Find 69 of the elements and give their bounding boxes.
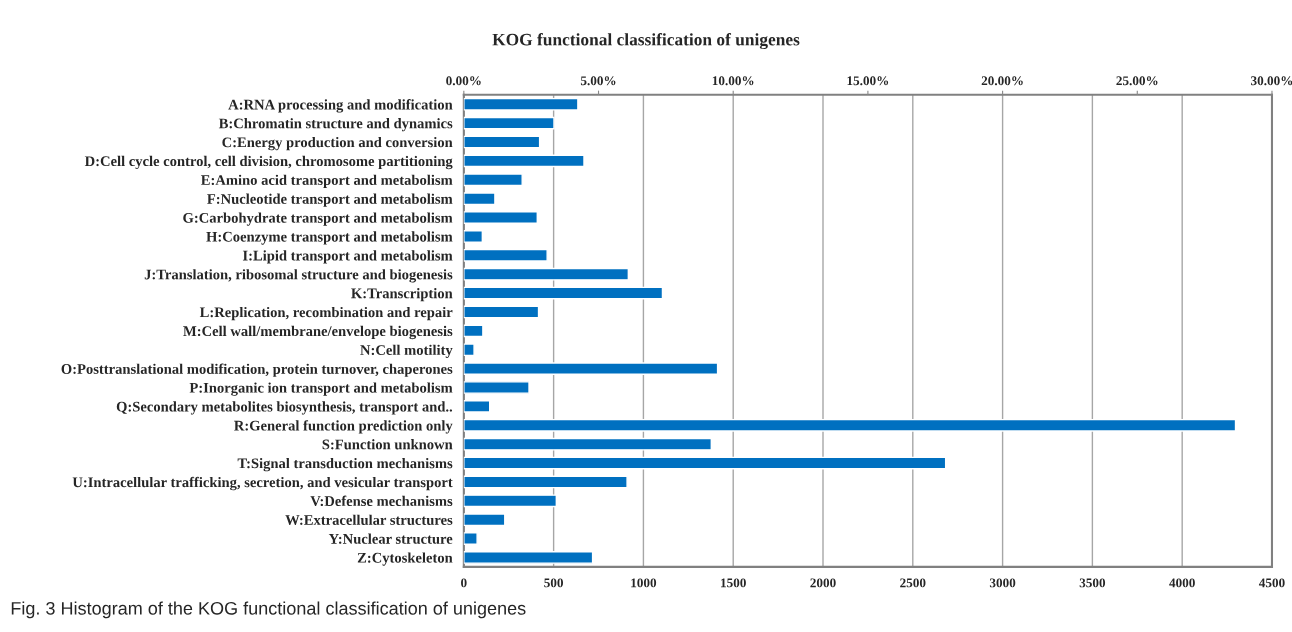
bar — [463, 267, 630, 281]
x2-tick-label: 25.00% — [1116, 76, 1158, 86]
y-tick-label: N:Cell motility — [360, 344, 453, 358]
y-tick-label: J:Translation, ribosomal structure and biogenesis — [144, 269, 453, 283]
bar — [463, 362, 719, 375]
x-tick-label: 4000 — [1169, 578, 1195, 588]
bar — [463, 248, 548, 262]
y-tick-label: Q:Secondary metabolites biosynthesis, transport and.. — [116, 401, 453, 415]
y-tick-label: E:Amino acid transport and metabolism — [200, 174, 453, 188]
bar — [463, 211, 538, 224]
y-tick-label: F:Nucleotide transport and metabolism — [207, 193, 453, 207]
y-tick-label: Z:Cytoskeleton — [357, 552, 453, 566]
y-tick-label: K:Transcription — [351, 288, 453, 302]
y-tick-label: V:Defense mechanisms — [310, 495, 453, 507]
y-tick-label: H:Coenzyme transport and metabolism — [206, 231, 453, 245]
chart-title: KOG functional classification of unigenes — [492, 33, 800, 50]
y-tick-label: T:Signal transduction mechanisms — [237, 457, 453, 472]
y-tick-label: D:Cell cycle control, cell division, chromosome partitioning — [84, 155, 453, 170]
bar — [463, 154, 585, 168]
bar — [463, 532, 478, 545]
y-tick-label: L:Replication, recombination and repair — [199, 306, 453, 321]
bar — [463, 173, 523, 187]
x2-tick-label: 10.00% — [712, 76, 754, 86]
y-tick-label: C:Energy production and conversion — [222, 136, 453, 151]
bar — [463, 305, 540, 319]
x2-tick-label: 0.00% — [446, 76, 481, 86]
x2-tick-label: 15.00% — [847, 76, 889, 86]
y-tick-label: W:Extracellular structures — [285, 514, 453, 525]
y-tick-label: Y:Nuclear structure — [328, 533, 453, 544]
y-tick-label: G:Carbohydrate transport and metabolism — [183, 212, 453, 226]
x-tick-label: 500 — [544, 578, 564, 588]
y-tick-label: R:General function prediction only — [234, 420, 453, 434]
bar — [463, 286, 664, 300]
bar — [463, 494, 558, 508]
caption: Fig. 3 Histogram of the KOG functional classification of unigenes — [11, 601, 526, 619]
bar — [463, 230, 484, 243]
y-tick-label: O:Posttranslational modification, protein turnover, chaperones — [61, 363, 453, 377]
x-tick-label: 1500 — [721, 578, 746, 588]
x2-tick-label: 20.00% — [981, 76, 1023, 86]
x2-tick-label: 30.00% — [1251, 76, 1292, 86]
bar — [463, 381, 530, 394]
y-tick-label: I:Lipid transport and metabolism — [242, 250, 453, 264]
bar — [463, 192, 496, 206]
bar — [463, 475, 628, 489]
bar — [463, 513, 506, 527]
bar — [463, 418, 1237, 432]
bar — [463, 97, 579, 111]
bar — [463, 343, 475, 357]
bar — [463, 324, 484, 338]
x-tick-label: 3500 — [1079, 578, 1106, 588]
x-tick-label: 1000 — [631, 578, 657, 588]
x-tick-label: 2500 — [900, 578, 926, 588]
y-tick-label: S:Function unknown — [322, 439, 453, 450]
x-tick-label: 3000 — [989, 578, 1016, 588]
bar — [463, 400, 491, 413]
bar — [463, 437, 712, 451]
y-tick-label: A:RNA processing and modification — [228, 99, 453, 113]
bar — [463, 135, 541, 149]
y-tick-label: P:Inorganic ion transport and metabolism — [189, 382, 453, 396]
bar — [463, 456, 947, 470]
x-tick-label: 4500 — [1258, 578, 1285, 588]
bar — [463, 551, 594, 564]
y-tick-label: B:Chromatin structure and dynamics — [218, 118, 453, 132]
y-tick-label: M:Cell wall/membrane/envelope biogenesis — [183, 325, 453, 340]
x-tick-label: 2000 — [810, 578, 836, 588]
bar — [463, 116, 555, 130]
y-tick-label: U:Intracellular trafficking, secretion, and vesicular transport — [72, 476, 453, 491]
x2-tick-label: 5.00% — [580, 76, 616, 86]
x-tick-label: 0 — [461, 578, 467, 588]
